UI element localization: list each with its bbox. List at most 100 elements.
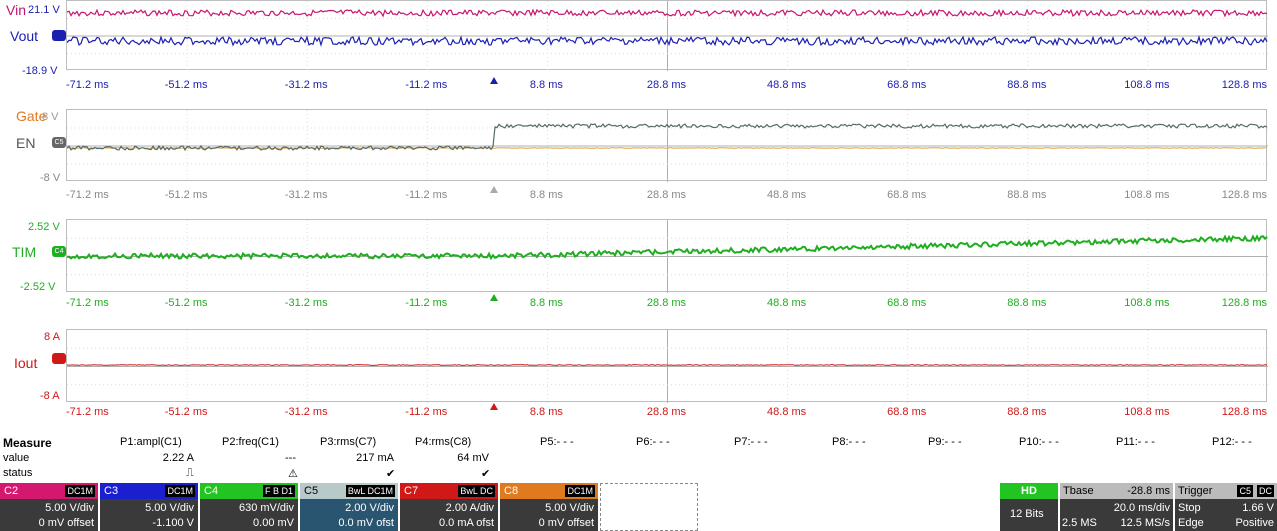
trigger-mode: Stop [1178,502,1201,514]
time-tick-label: -31.2 ms [284,297,328,309]
time-tick-label: 28.8 ms [646,189,687,201]
time-tick-label: -51.2 ms [164,406,208,418]
time-tick-label: -31.2 ms [284,406,328,418]
empty-descriptor-slot[interactable] [600,483,698,531]
channel-name: C2 [4,485,19,497]
pane1-traces [67,1,1268,71]
channel-descriptor-c3[interactable]: C3 DC1M 5.00 V/div -1.100 V [100,483,198,531]
measure-param-name[interactable]: P5:- - - [540,436,574,448]
measure-param-status-icon: ✔ [481,468,491,480]
time-tick-label: -31.2 ms [284,189,328,201]
channel-vdiv: 630 mV/div [238,502,294,514]
time-tick-label: 48.8 ms [767,189,807,201]
en-channel-tag[interactable]: C5 [52,137,66,148]
gate-label: Gate [16,108,47,124]
time-tick-label: 88.8 ms [1007,189,1047,201]
vin-vout-pane[interactable] [66,0,1268,71]
time-tick-label: 8.8 ms [529,79,563,91]
pane4-trigger-marker[interactable] [490,403,498,410]
pane2-trigger-marker[interactable] [490,186,498,193]
gate-en-pane[interactable] [66,109,1268,182]
trigger-label: Trigger [1178,485,1213,497]
time-tick-label: 128.8 ms [1221,406,1267,418]
iout-pane[interactable] [66,329,1268,403]
measure-title: Measure [3,436,52,450]
timebase-rate: 12.5 MS/s [1120,517,1170,529]
time-tick-label: -11.2 ms [405,79,448,91]
iout-trace [67,364,1268,366]
pane1-bottom-scale: -18.9 V [22,65,58,77]
trigger-source: C5 [1237,485,1253,497]
measure-param-name[interactable]: P10:- - - [1019,436,1059,448]
measure-param-name[interactable]: P6:- - - [636,436,670,448]
channel-vdiv: 5.00 V/div [545,502,594,514]
channel-descriptor-c4[interactable]: C4 F B D1 630 mV/div 0.00 mV [200,483,298,531]
measure-param-name[interactable]: P11:- - - [1116,436,1155,448]
time-tick-label: 68.8 ms [887,297,927,309]
channel-descriptor-c8[interactable]: C8 DC1M 5.00 V/div 0 mV offset [500,483,598,531]
measure-param-status-icon: ⎍ [186,467,194,479]
measure-param-status-icon: ⚠ [288,468,298,480]
channel-offset: 0 mV offset [538,517,594,529]
time-tick-label: -31.2 ms [284,79,328,91]
channel-coupling-badge: DC1M [165,485,195,497]
vout-label: Vout [10,28,39,44]
channel-offset: 0.00 mV [253,517,294,529]
hd-bits: 12 Bits [1010,508,1044,520]
iout-channel-tag[interactable] [52,353,66,364]
time-tick-label: -51.2 ms [164,297,208,309]
channel-coupling-badge: BwL DC1M [345,485,395,497]
channel-offset: 0.0 mV ofst [338,517,394,529]
hd-box[interactable]: HD 12 Bits [1000,483,1058,531]
time-tick-label: 28.8 ms [646,79,687,91]
pane2-top-scale: 8 V [42,111,59,123]
pane4-traces [67,330,1268,403]
measure-param-name[interactable]: P12:- - - [1212,436,1252,448]
measure-param-name[interactable]: P7:- - - [734,436,768,448]
time-tick-label: 8.8 ms [529,297,563,309]
time-tick-label: 88.8 ms [1007,79,1047,91]
trigger-coupling: DC [1257,485,1274,497]
time-tick-label: 28.8 ms [646,297,687,309]
channel-vdiv: 2.00 V/div [345,502,394,514]
time-tick-label: 108.8 ms [1124,406,1170,418]
trigger-type: Edge [1178,517,1204,529]
timebase-div: 20.0 ms/div [1113,502,1170,514]
measure-param-name[interactable]: P2:freq(C1) [222,436,279,448]
time-tick-label: 128.8 ms [1221,79,1267,91]
channel-descriptor-c7[interactable]: C7 BwL DC 2.00 A/div 0.0 mA ofst [400,483,498,531]
time-tick-label: 108.8 ms [1124,297,1170,309]
measure-param-name[interactable]: P1:ampl(C1) [120,436,182,448]
channel-descriptor-c2[interactable]: C2 DC1M 5.00 V/div 0 mV offset [0,483,98,531]
trigger-box[interactable]: Trigger C5 DC Stop 1.66 V Edge Positive [1175,483,1277,531]
pane1-trigger-marker[interactable] [490,77,498,84]
measure-param-value: 2.22 A [162,452,194,464]
pane3-time-axis: -71.2 ms -51.2 ms -31.2 ms -11.2 ms 8.8 ms 28… [66,297,1267,311]
channel-vdiv: 2.00 A/div [445,502,494,514]
channel-coupling-badge: F B D1 [262,485,295,497]
measure-param-status-icon: ✔ [386,468,396,480]
time-tick-label: 88.8 ms [1007,297,1047,309]
measure-param-name[interactable]: P3:rms(C7) [320,436,377,448]
measure-param-name[interactable]: P4:rms(C8) [415,436,472,448]
measure-param-value: 64 mV [457,452,489,464]
pane2-traces [67,110,1268,182]
timebase-box[interactable]: Tbase -28.8 ms 20.0 ms/div 2.5 MS 12.5 M… [1060,483,1173,531]
measure-param-name[interactable]: P8:- - - [832,436,866,448]
channel-descriptor-c5[interactable]: C5 BwL DC1M 2.00 V/div 0.0 mV ofst [300,483,398,531]
measure-param-name[interactable]: P9:- - - [928,436,962,448]
pane3-trigger-marker[interactable] [490,294,498,301]
tim-channel-tag[interactable]: C4 [52,246,66,257]
tim-pane[interactable] [66,219,1268,293]
channel-coupling-badge: DC1M [565,485,595,497]
vin-label: Vin [6,2,26,18]
time-tick-label: -11.2 ms [405,189,448,201]
vout-trace [67,35,1268,48]
pane2-time-axis: -71.2 ms -51.2 ms -31.2 ms -11.2 ms 8.8 ms 28… [66,189,1267,203]
channel-offset: -1.100 V [152,517,194,529]
time-tick-label: -71.2 ms [66,79,109,91]
pane1-top-scale: 21.1 V [28,4,60,16]
pane4-bottom-scale: -8 A [40,390,60,402]
tim-trace [67,234,1268,261]
vout-channel-tag[interactable] [52,30,66,41]
